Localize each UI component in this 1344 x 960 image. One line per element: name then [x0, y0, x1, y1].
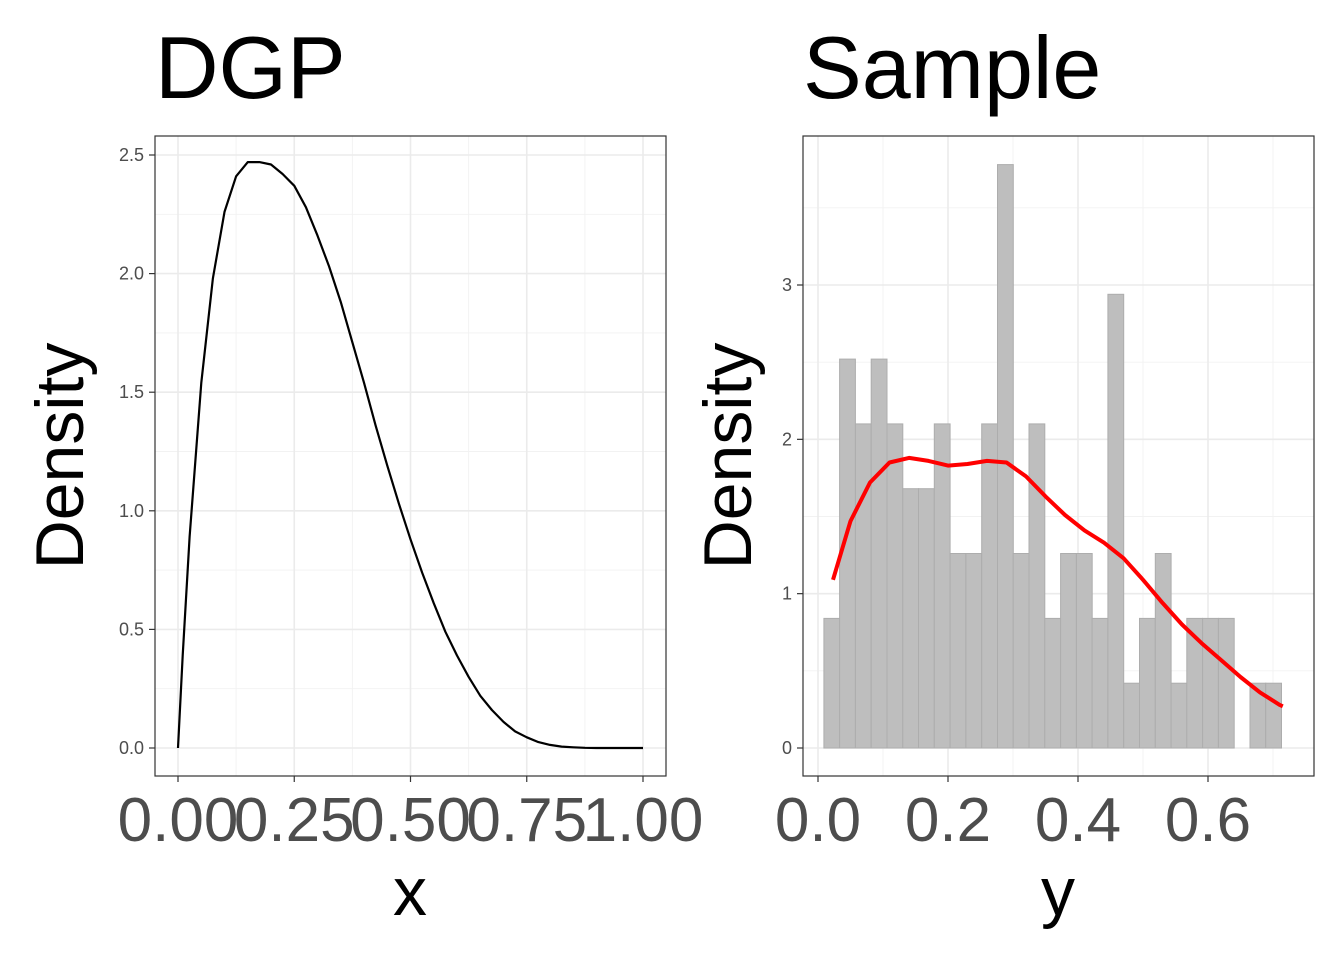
dgp-density-curve [176, 161, 643, 750]
sample-x-tick-label: 0.6 [1165, 786, 1251, 855]
histogram-bar [933, 423, 951, 749]
histogram-bar [1075, 553, 1093, 749]
dgp-x-tick-label: 0.25 [234, 786, 355, 855]
dgp-y-axis-title: Density [22, 343, 98, 570]
dgp-gridlines [155, 136, 666, 776]
histogram-bar [823, 617, 841, 749]
sample-x-tick-label: 0.2 [905, 786, 991, 855]
dgp-panel: DGP 0.0 0.5 1.0 1.5 2.0 2.5 0.000.250.500.751.… [22, 18, 703, 930]
histogram-bar [1202, 617, 1219, 749]
histogram-bar [1217, 617, 1235, 749]
dgp-y-tick-label: 2.5 [119, 145, 144, 165]
histogram-bar [997, 164, 1014, 749]
histogram-bar [854, 423, 872, 749]
sample-panel: Sample 0 1 2 3 0.0 0.2 0.4 0.6 y Density [690, 18, 1315, 930]
dgp-x-axis-title: x [393, 854, 427, 930]
histogram-bar [886, 423, 904, 749]
dgp-y-tick-label: 1.5 [119, 382, 144, 402]
histogram-bar [1139, 617, 1156, 749]
sample-x-tick-label: 0.0 [775, 786, 861, 855]
histogram-bar [1170, 682, 1188, 749]
sample-y-tick-label: 3 [782, 275, 792, 295]
dgp-y-tick-label: 2.0 [119, 264, 144, 284]
sample-x-axis-title: y [1041, 854, 1075, 930]
sample-y-tick-label: 1 [782, 584, 792, 604]
dgp-x-tick-label: 0.00 [118, 786, 239, 855]
dgp-title: DGP [155, 18, 346, 117]
histogram-bar [1044, 617, 1062, 749]
histogram-bar [1154, 553, 1172, 749]
dgp-x-tick-label: 0.50 [350, 786, 471, 855]
histogram-bar [870, 358, 888, 749]
dgp-y-tick-label: 1.0 [119, 501, 144, 521]
dgp-axis-ticks: 0.0 0.5 1.0 1.5 2.0 2.5 0.000.250.500.751.00 [118, 145, 704, 855]
dgp-x-tick-label: 1.00 [583, 786, 704, 855]
sample-histogram [823, 164, 1282, 749]
histogram-bar [1028, 423, 1046, 749]
histogram-bar [1060, 553, 1077, 749]
histogram-bar [1107, 293, 1125, 749]
histogram-bar [949, 553, 967, 749]
dgp-y-tick-label: 0.5 [119, 619, 144, 639]
sample-density-curve [831, 455, 1284, 709]
sample-panel-border [802, 135, 1315, 777]
histogram-bar [1012, 553, 1030, 749]
sample-y-tick-label: 0 [782, 738, 792, 758]
histogram-bar [1123, 682, 1140, 749]
dgp-series-line [176, 161, 643, 750]
histogram-bar [1091, 617, 1109, 749]
dgp-x-tick-label: 0.75 [466, 786, 587, 855]
sample-axis-ticks: 0 1 2 3 0.0 0.2 0.4 0.6 [775, 275, 1251, 855]
sample-title: Sample [803, 18, 1101, 117]
histogram-bar [902, 488, 920, 749]
dgp-y-tick-label: 0.0 [119, 738, 144, 758]
sample-y-tick-label: 2 [782, 429, 792, 449]
sample-density-line [831, 455, 1284, 709]
histogram-bar [981, 423, 999, 749]
sample-x-tick-label: 0.4 [1035, 786, 1121, 855]
histogram-bar [1265, 682, 1282, 749]
histogram-bar [918, 488, 935, 749]
sample-y-axis-title: Density [690, 343, 766, 570]
histogram-bar [965, 553, 983, 749]
